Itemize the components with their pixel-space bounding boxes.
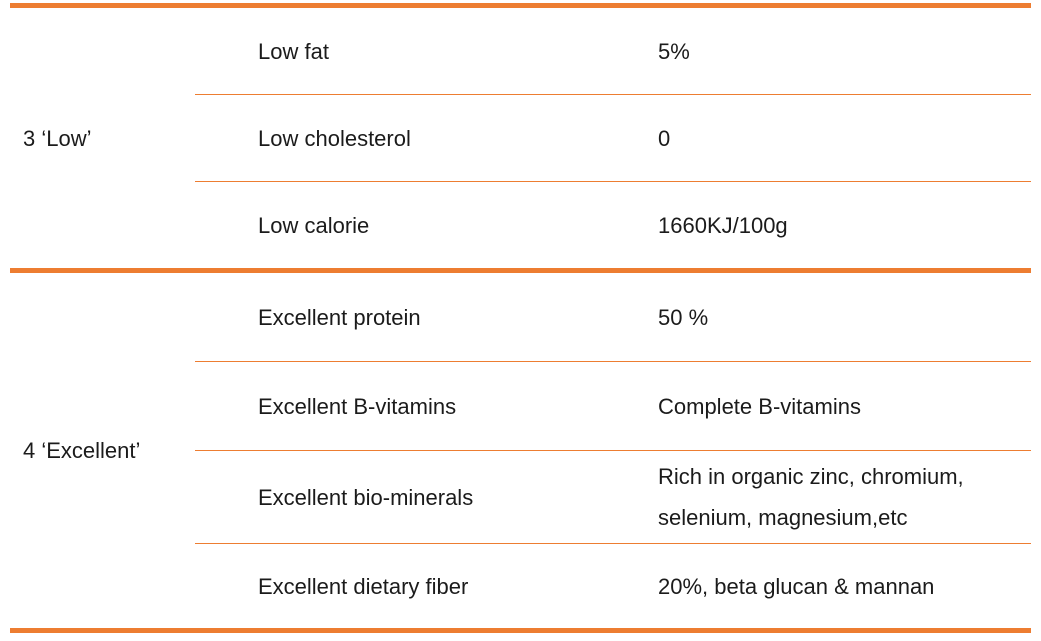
- value-cell: Complete B-vitamins: [658, 393, 861, 419]
- attribute-cell: Excellent protein: [258, 304, 421, 330]
- table-row: Excellent protein 50 %: [195, 273, 1031, 361]
- value-cell: 5%: [658, 38, 690, 64]
- table-row: Excellent B-vitamins Complete B-vitamins: [195, 361, 1031, 450]
- value-cell: 1660KJ/100g: [658, 212, 788, 238]
- attribute-cell: Excellent B-vitamins: [258, 393, 457, 419]
- table-row: Low fat 5%: [195, 8, 1031, 94]
- group-label-excellent: 4 ‘Excellent’: [23, 438, 141, 463]
- value-cell: 20%, beta glucan & mannan: [658, 573, 935, 599]
- table-group-excellent: 4 ‘Excellent’ Excellent protein 50 % Exc…: [10, 268, 1031, 628]
- table-row: Low calorie 1660KJ/100g: [195, 181, 1031, 268]
- attribute-cell: Low fat: [258, 38, 329, 64]
- group-label-low: 3 ‘Low’: [23, 125, 92, 151]
- attribute-cell: Low cholesterol: [258, 125, 411, 151]
- value-cell: 50 %: [658, 304, 709, 330]
- group-excellent-rows: Excellent protein 50 % Excellent B-vitam…: [195, 273, 1031, 628]
- value-cell: 0: [658, 125, 671, 151]
- attribute-cell: Low calorie: [258, 212, 370, 238]
- table-row: Excellent bio-minerals Rich in organic z…: [195, 450, 1031, 543]
- attribute-cell: Excellent bio-minerals: [258, 484, 474, 510]
- table-row: Low cholesterol 0: [195, 94, 1031, 181]
- attribute-cell: Excellent dietary fiber: [258, 573, 469, 599]
- table-group-low: 3 ‘Low’ Low fat 5% Low cholesterol 0 Low…: [10, 8, 1031, 268]
- group-low-rows: Low fat 5% Low cholesterol 0 Low calorie…: [195, 8, 1031, 268]
- nutrition-claims-table: 3 ‘Low’ Low fat 5% Low cholesterol 0 Low…: [10, 3, 1031, 633]
- table-row: Excellent dietary fiber 20%, beta glucan…: [195, 543, 1031, 628]
- value-cell: Rich in organic zinc, chromium, selenium…: [658, 464, 964, 530]
